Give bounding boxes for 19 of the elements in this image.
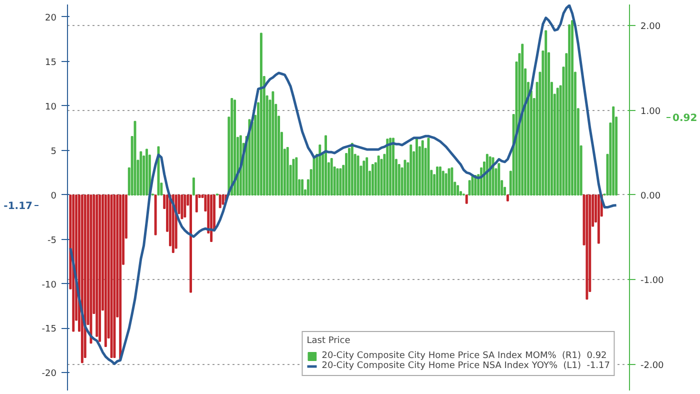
y2-tick-label: 0.00 [640, 191, 661, 202]
y-tick-label: -20 [42, 369, 57, 380]
y2-tick-label: -1.00 [640, 276, 664, 286]
y-tick-label: 0 [50, 191, 57, 202]
legend-label: 20-City Composite City Home Price NSA Index YOY% (L1) -1.17 [322, 361, 610, 371]
legend-label: 20-City Composite City Home Price SA Index MOM% (R1) 0.92 [322, 351, 607, 361]
legend-title: Last Price [306, 336, 352, 346]
y2-tick-label: 1.00 [640, 106, 661, 117]
text: 0.92 [672, 113, 698, 124]
y-tick-label: 20 [45, 13, 57, 24]
y-tick-label: -15 [42, 324, 57, 335]
y2-tick-label: 2.00 [640, 22, 661, 32]
y-tick-label: 5 [50, 146, 57, 157]
y2-tick-label: -2.00 [640, 360, 664, 371]
y-tick-label: 15 [45, 58, 56, 68]
y-tick-label: -5 [48, 236, 57, 246]
y-tick-label: -10 [42, 280, 57, 290]
y-tick-label: 10 [45, 102, 57, 112]
text: -1.17 [4, 201, 33, 212]
